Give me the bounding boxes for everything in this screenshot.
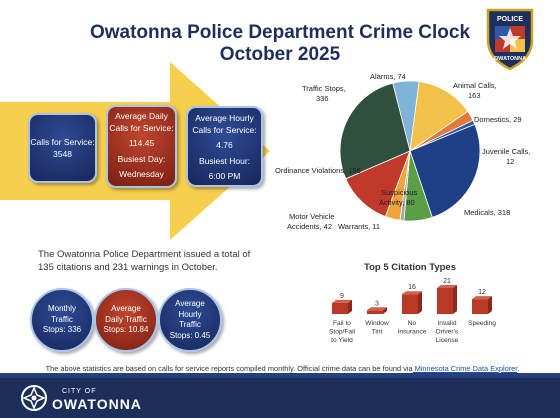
citation-bar-top xyxy=(332,299,352,303)
page-subtitle: October 2025 xyxy=(219,44,341,65)
pie-slice-traffic-stops xyxy=(339,82,411,180)
page-title: Owatonna Police Department Crime Clock xyxy=(89,22,471,43)
hourly-traffic-line3: Traffic xyxy=(179,320,201,329)
police-badge-logo: POLICE OWATONNA xyxy=(486,8,534,71)
pie-slice-animal-calls xyxy=(409,81,469,152)
pie-label-juvenile-2: 12 xyxy=(506,157,514,166)
citation-value-label: 16 xyxy=(408,284,416,291)
monthly-traffic-line2: Traffic xyxy=(51,314,73,324)
citation-chart-title: Top 5 Citation Types xyxy=(363,262,456,273)
hourly-traffic-line1: Average xyxy=(175,299,205,308)
busiest-hour-label: Busiest Hour: xyxy=(198,155,251,166)
average-hourly-calls-label: Average Hourly Calls for Service: xyxy=(192,113,257,135)
busiest-hour-value: 6:00 PM xyxy=(208,171,241,181)
pie-label-suspicious-1: Suspicious xyxy=(381,188,418,197)
citation-category-label: License xyxy=(436,337,459,344)
citation-bar-side xyxy=(418,291,422,314)
busiest-day-value: Wednesday xyxy=(119,169,164,179)
pie-label-medicals: Medicals, 318 xyxy=(464,208,510,217)
citation-value-label: 9 xyxy=(340,293,344,300)
citation-category-label: Fail to xyxy=(333,320,351,327)
pie-label-juvenile-1: Juvenile Calls, xyxy=(482,147,530,156)
pie-label-animal-2: 163 xyxy=(468,91,481,100)
citation-bar-side xyxy=(453,285,457,314)
calls-pie-chart: Alarms, 74 Animal Calls, 163 Domestics, … xyxy=(275,72,530,231)
average-daily-calls-value: 114.45 xyxy=(128,138,155,148)
average-hourly-calls-box: Average Hourly Calls for Service: 4.76 B… xyxy=(186,106,263,187)
daily-traffic-line3: Stops: 10.84 xyxy=(103,325,149,335)
pie-label-mva-2: Accidents, 42 xyxy=(287,222,332,231)
citation-category-label: Invalid xyxy=(437,320,456,327)
citation-bar-side xyxy=(348,299,352,314)
pie-label-traffic-1: Traffic Stops, xyxy=(302,84,346,93)
citation-bar xyxy=(472,299,488,314)
citation-value-label: 12 xyxy=(478,289,486,296)
pie-label-animal-1: Animal Calls, xyxy=(453,81,497,90)
citation-bar-side xyxy=(383,307,387,314)
citation-bar xyxy=(437,288,453,314)
daily-traffic-line1: Average xyxy=(111,304,141,314)
citation-category-label: Insurance xyxy=(398,329,427,336)
citation-bar-top xyxy=(402,291,422,295)
monthly-traffic-stops-circle: Monthly Traffic Stops: 336 xyxy=(30,288,94,352)
calls-for-service-value: 3548 xyxy=(53,148,72,159)
hourly-traffic-line4: Stops: 0.45 xyxy=(169,330,211,340)
pie-label-domestics: Domestics, 29 xyxy=(474,115,522,124)
footnote-end: . xyxy=(517,364,520,373)
citation-bar-top xyxy=(472,296,492,300)
citation-category-label: to Yield xyxy=(331,337,353,344)
hourly-traffic-line2: Hourly xyxy=(178,309,202,319)
pie-slice-ordinance-violations xyxy=(345,150,411,218)
daily-traffic-line2: Daily Traffic xyxy=(105,314,147,324)
footnote: The above statistics are based on calls … xyxy=(10,364,555,373)
city-logo-icon xyxy=(21,385,47,411)
average-hourly-traffic-stops-circle: Average Hourly Traffic Stops: 0.45 xyxy=(158,288,222,352)
citation-category-label: Driver's xyxy=(436,329,459,336)
average-daily-calls-box: Average Daily Calls for Service: 114.45 … xyxy=(106,105,177,188)
crime-data-explorer-link[interactable]: Minnesota Crime Data Explorer xyxy=(412,364,518,373)
average-daily-calls-label: Average Daily Calls for Service: xyxy=(109,111,174,133)
pie-label-ordinance: Ordinance Violations, 156 xyxy=(275,166,361,175)
pie-label-suspicious-2: Activity, 80 xyxy=(379,198,415,207)
average-hourly-calls-value: 4.76 xyxy=(216,140,233,150)
pie-label-alarms: Alarms, 74 xyxy=(370,72,406,81)
pie-label-mva-1: Motor Vehicle xyxy=(289,212,334,221)
citation-category-label: Stop/Fail xyxy=(329,329,356,336)
citation-value-label: 3 xyxy=(375,300,379,307)
average-daily-traffic-stops-circle: Average Daily Traffic Stops: 10.84 xyxy=(94,288,158,352)
citation-value-label: 21 xyxy=(443,278,451,285)
citation-bar xyxy=(402,294,418,314)
badge-text-bottom: OWATONNA xyxy=(494,56,526,62)
badge-text-top: POLICE xyxy=(497,16,523,23)
city-of-label: CITY OF xyxy=(62,388,97,395)
pie-slice-medicals xyxy=(409,123,481,218)
busiest-day-label: Busiest Day: xyxy=(117,153,166,164)
city-name: OWATONNA xyxy=(52,396,142,412)
citation-bar-side xyxy=(488,296,492,314)
footer-bar xyxy=(0,373,560,418)
citation-category-label: Window xyxy=(365,320,389,327)
footnote-text: The above statistics are based on calls … xyxy=(45,364,413,373)
pie-label-traffic-2: 336 xyxy=(316,94,329,103)
monthly-traffic-line3: Stops: 336 xyxy=(42,325,82,335)
calls-for-service-box: Calls for Service: 3548 xyxy=(28,113,97,183)
citations-summary-text: The Owatonna Police Department issued a … xyxy=(38,249,251,273)
pie-label-warrants: Warrants, 11 xyxy=(338,222,380,231)
citation-bar-top xyxy=(367,307,387,311)
citation-category-label: Speeding xyxy=(468,320,496,327)
citation-bar xyxy=(332,302,348,314)
citation-bar-top xyxy=(437,285,457,288)
citation-bar xyxy=(367,310,383,314)
monthly-traffic-line1: Monthly xyxy=(47,304,76,314)
citation-category-label: No xyxy=(408,320,417,327)
citation-category-label: Tint xyxy=(372,329,383,336)
calls-for-service-label: Calls for Service: xyxy=(30,137,95,147)
footer-pattern xyxy=(0,373,560,378)
